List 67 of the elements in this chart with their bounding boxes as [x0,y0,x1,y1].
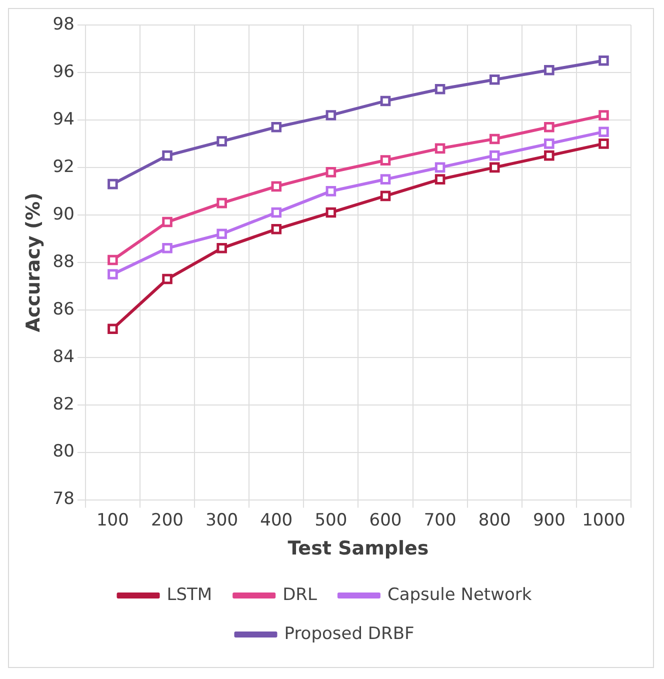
x-tick-label: 300 [206,510,238,530]
y-tick-label: 96 [52,62,74,82]
point [544,64,554,76]
x-tick-label: 800 [478,510,511,530]
point [380,155,391,166]
point [216,136,227,146]
point [434,162,446,173]
y-tick-label: 88 [52,252,74,272]
point [434,174,446,184]
point [544,150,554,161]
legend-label: Proposed DRBF [284,624,414,644]
point [162,243,172,254]
point [598,110,609,120]
point [108,269,118,280]
y-tick-label: 82 [52,394,74,414]
point [489,162,500,173]
point [162,274,172,284]
x-tick-label: 900 [532,510,566,530]
y-tick-label: 84 [52,346,74,367]
y-tick-label: 78 [52,489,74,510]
point [544,138,554,149]
legend-label: DRL [282,584,318,605]
point [162,216,172,228]
x-tick-label: 1000 [582,510,626,530]
point [489,74,500,85]
y-tick-label: 86 [52,299,74,320]
point [108,324,118,334]
point [108,254,118,266]
y-tick-label: 98 [52,14,74,34]
point [216,243,227,254]
point [271,122,282,132]
point [434,84,446,94]
point [216,198,227,208]
point [271,181,282,192]
y-axis-title: Accuracy (%) [22,192,44,332]
y-tick-label: 90 [52,204,74,224]
y-tick-label: 92 [52,156,74,177]
x-tick-label: 100 [96,510,129,530]
point [380,96,391,106]
point [271,224,282,234]
point [598,138,609,149]
point [326,167,336,178]
legend-label: Capsule Network [387,584,532,605]
x-tick-label: 700 [424,510,456,530]
point [598,126,609,137]
point [544,122,554,132]
point [489,134,500,144]
point [598,55,609,66]
point [489,150,500,161]
point [434,143,446,154]
point [380,174,391,184]
point [216,228,227,240]
point [326,110,336,120]
point [380,190,391,202]
x-axis-title: Test Samples [288,538,429,560]
point [326,207,336,218]
y-tick-label: 80 [52,442,74,462]
point [326,186,336,196]
point [162,150,172,161]
x-tick-label: 600 [369,510,402,530]
y-tick-label: 94 [52,109,74,130]
x-tick-label: 200 [151,510,184,530]
point [271,207,282,218]
legend-label: LSTM [166,584,212,605]
x-tick-label: 400 [260,510,293,530]
x-tick-label: 500 [314,510,348,530]
point [108,178,118,190]
